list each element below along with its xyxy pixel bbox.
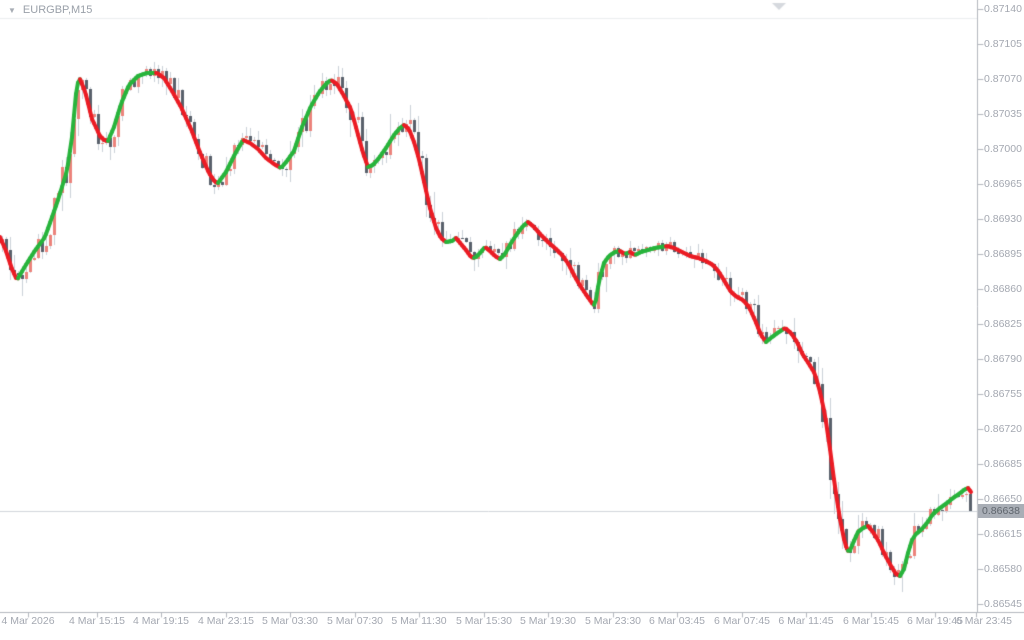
- price-axis-label: 0.86825: [984, 318, 1022, 330]
- time-axis-label: 5 Mar 11:30: [391, 615, 447, 627]
- time-axis-label: 5 Mar 23:30: [584, 615, 642, 627]
- price-axis-label: 0.86580: [984, 563, 1022, 575]
- time-axis-label: 6 Mar 11:45: [778, 615, 834, 627]
- price-axis-label: 0.86755: [984, 388, 1022, 400]
- time-axis-label: 5 Mar 19:30: [519, 615, 577, 627]
- price-axis-label: 0.87000: [984, 143, 1022, 155]
- time-axis-label: 4 Mar 15:15: [68, 615, 126, 627]
- time-axis-label: 6 Mar 19:45: [906, 615, 964, 627]
- time-axis-label: 6 Mar 23:45: [955, 615, 1013, 627]
- price-axis-label: 0.86650: [984, 493, 1022, 505]
- time-axis-label: 6 Mar 15:45: [842, 615, 900, 627]
- symbol-selector[interactable]: ▼ EURGBP,M15: [8, 4, 92, 17]
- price-axis-label: 0.86895: [984, 248, 1022, 260]
- price-axis-label: 0.86545: [984, 598, 1022, 610]
- current-price-badge: 0.86638: [978, 504, 1024, 518]
- price-axis-label: 0.86965: [984, 178, 1022, 190]
- price-axis-label: 0.86685: [984, 458, 1022, 470]
- time-axis-label: 5 Mar 15:30: [455, 615, 513, 627]
- price-axis-label: 0.86790: [984, 353, 1022, 365]
- price-axis-label: 0.86930: [984, 213, 1022, 225]
- price-axis-label: 0.86720: [984, 423, 1022, 435]
- price-axis-label: 0.87140: [984, 3, 1022, 15]
- time-axis-label: 4 Mar 19:15: [132, 615, 190, 627]
- symbol-timeframe-label: EURGBP,M15: [22, 4, 93, 16]
- price-axis-label: 0.86615: [984, 528, 1022, 540]
- chevron-down-icon: ▼: [8, 6, 16, 15]
- price-axis-label: 0.87105: [984, 38, 1022, 50]
- time-axis-label: 4 Mar 2026: [1, 615, 55, 627]
- time-axis-label: 6 Mar 07:45: [713, 615, 771, 627]
- price-axis-label: 0.87035: [984, 108, 1022, 120]
- time-axis-label: 4 Mar 23:15: [197, 615, 255, 627]
- time-axis-label: 6 Mar 03:45: [648, 615, 706, 627]
- price-axis-label: 0.87070: [984, 73, 1022, 85]
- time-axis-label: 5 Mar 03:30: [261, 615, 319, 627]
- price-axis-label: 0.86860: [984, 283, 1022, 295]
- time-axis-label: 5 Mar 07:30: [326, 615, 384, 627]
